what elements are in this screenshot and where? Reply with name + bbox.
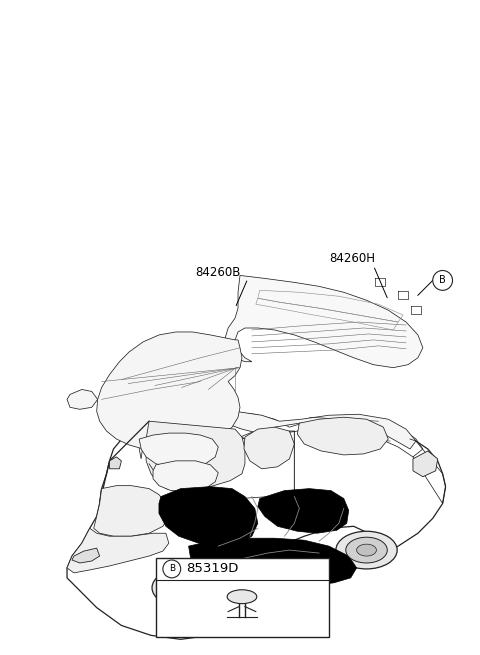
Ellipse shape xyxy=(346,537,387,563)
Ellipse shape xyxy=(357,544,376,556)
Polygon shape xyxy=(109,457,121,469)
Polygon shape xyxy=(159,487,258,546)
Bar xyxy=(156,558,329,637)
Text: 85319D: 85319D xyxy=(186,563,238,576)
Polygon shape xyxy=(67,529,169,573)
Polygon shape xyxy=(244,427,294,469)
Polygon shape xyxy=(96,332,242,451)
Polygon shape xyxy=(72,548,100,563)
Polygon shape xyxy=(146,421,245,489)
Text: B: B xyxy=(439,275,446,286)
Polygon shape xyxy=(189,538,357,586)
Polygon shape xyxy=(153,461,218,492)
Polygon shape xyxy=(146,411,416,449)
Text: 84260H: 84260H xyxy=(329,252,375,265)
Ellipse shape xyxy=(152,569,213,607)
Ellipse shape xyxy=(162,575,204,601)
Circle shape xyxy=(433,271,453,290)
Text: 84260B: 84260B xyxy=(195,266,241,279)
Polygon shape xyxy=(94,485,169,536)
Circle shape xyxy=(163,560,180,578)
Ellipse shape xyxy=(336,531,397,569)
Polygon shape xyxy=(413,451,438,477)
Polygon shape xyxy=(297,417,388,455)
Polygon shape xyxy=(225,276,423,367)
Polygon shape xyxy=(139,433,218,467)
Text: B: B xyxy=(169,565,175,573)
Polygon shape xyxy=(67,390,97,409)
Polygon shape xyxy=(258,489,349,533)
Ellipse shape xyxy=(227,590,257,604)
Ellipse shape xyxy=(173,582,192,593)
